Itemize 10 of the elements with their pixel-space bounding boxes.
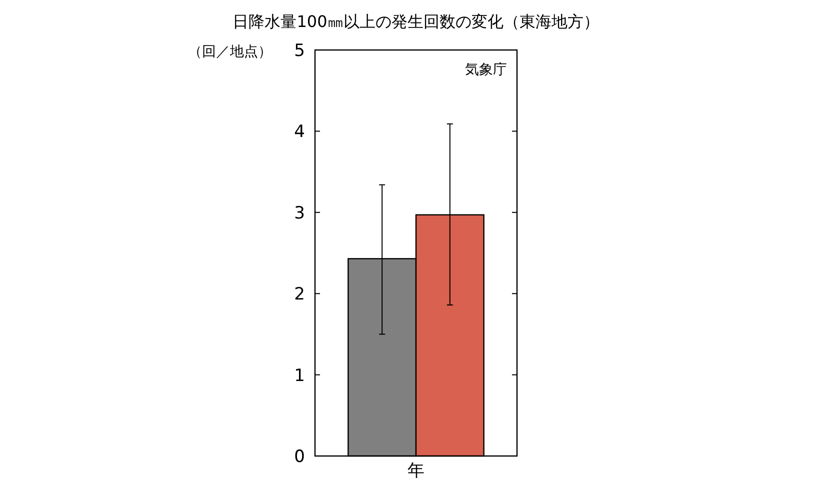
y-tick-label: 0	[294, 446, 305, 467]
y-axis-title: （回／地点）	[188, 44, 272, 60]
y-tick-label: 4	[294, 122, 305, 142]
y-tick-label: 2	[294, 284, 305, 305]
y-tick-label: 3	[294, 203, 305, 224]
y-tick-label: 1	[294, 366, 305, 386]
chart-title: 日降水量100㎜以上の発生回数の変化（東海地方）	[232, 12, 600, 31]
x-tick-label: 年	[408, 461, 424, 481]
annotation: 気象庁	[465, 62, 507, 78]
y-tick-label: 5	[294, 40, 305, 61]
